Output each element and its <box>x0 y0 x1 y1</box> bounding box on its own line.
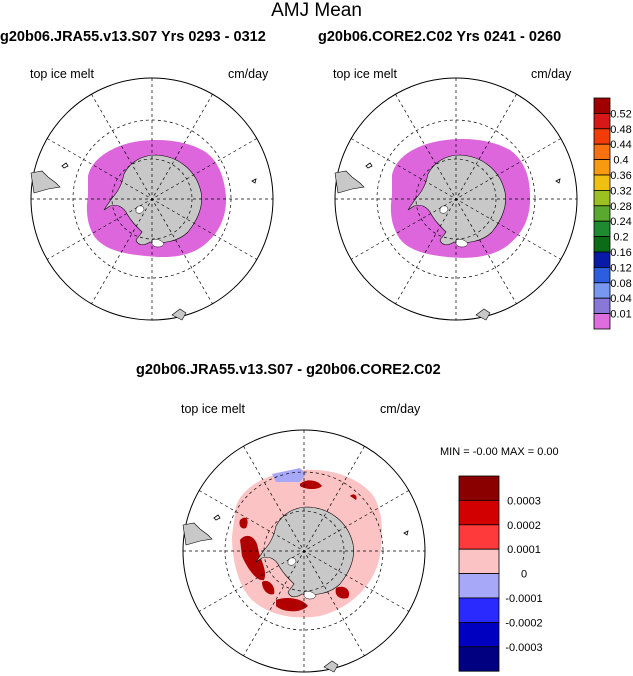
colorbar-top-label: 0.32 <box>610 185 631 197</box>
colorbar-top-swatch <box>593 143 611 160</box>
colorbar-top-swatch <box>593 236 611 253</box>
colorbar-diff-label: 0 <box>521 569 527 581</box>
colorbar-top-label: 0.28 <box>610 201 631 213</box>
colorbar-diff: 0.0003 0.0002 0.0001 0 -0.0001 -0.0002 -0.0003 <box>458 475 543 672</box>
left-units-label: cm/day <box>228 67 269 81</box>
colorbar-top-swatch <box>593 220 611 237</box>
colorbar-diff-label: -0.0001 <box>505 593 542 605</box>
colorbar-top-label: 0.16 <box>610 247 631 259</box>
colorbar-diff-label: 0.0003 <box>507 495 541 507</box>
left-panel-title: g20b06.JRA55.v13.S07 Yrs 0293 - 0312 <box>0 29 266 45</box>
colorbar-diff-swatch <box>458 475 500 501</box>
colorbar-top-label: 0.04 <box>610 293 631 305</box>
right-panel-title: g20b06.CORE2.C02 Yrs 0241 - 0260 <box>318 29 562 45</box>
colorbar-diff-swatch <box>458 622 500 648</box>
colorbar-diff-swatch <box>458 597 500 623</box>
colorbar-top-swatch <box>593 205 611 222</box>
colorbar-top-label: 0.01 <box>610 309 631 321</box>
colorbar-top-swatch <box>593 297 611 315</box>
colorbar-diff-swatch <box>458 499 500 526</box>
diff-min-max: MIN = -0.00 MAX = 0.00 <box>440 446 559 458</box>
colorbar-top-swatch <box>593 282 611 299</box>
colorbar-top-swatch <box>593 174 611 191</box>
colorbar-diff-label: 0.0002 <box>507 520 541 532</box>
colorbar-top-label: 0.24 <box>610 216 631 228</box>
colorbar-top-label: 0.48 <box>610 124 631 136</box>
colorbar-top-label: 0.44 <box>610 139 631 151</box>
colorbar-diff-label: 0.0001 <box>507 544 541 556</box>
colorbar-diff-swatch <box>458 548 500 575</box>
colorbar-top-swatch <box>593 251 611 268</box>
colorbar-top-swatch <box>593 189 611 207</box>
colorbar-top-label: 0.36 <box>610 170 631 182</box>
colorbar-diff-swatch <box>458 646 500 672</box>
colorbar-top-label: 0.12 <box>610 262 631 274</box>
main-title: AMJ Mean <box>271 0 362 21</box>
colorbar-top-swatch <box>593 97 611 114</box>
colorbar-top-swatch <box>593 128 611 145</box>
colorbar-top-label: 0.52 <box>610 108 631 120</box>
diff-field-label: top ice melt <box>181 402 245 416</box>
colorbar-top-swatch <box>593 266 611 284</box>
colorbar-top-label: 0.2 <box>613 232 628 244</box>
colorbar-top-label: 0.4 <box>613 155 628 167</box>
diff-map <box>182 429 426 673</box>
colorbar-diff-label: -0.0002 <box>505 617 542 629</box>
colorbar-top-swatch <box>593 313 611 330</box>
right-units-label: cm/day <box>531 67 572 81</box>
colorbar-diff-swatch <box>458 573 500 599</box>
colorbar-top-swatch <box>593 159 611 176</box>
diff-panel-title: g20b06.JRA55.v13.S07 - g20b06.CORE2.C02 <box>136 362 441 378</box>
diff-units-label: cm/day <box>380 402 421 416</box>
colorbar-top-swatch <box>593 113 611 130</box>
colorbar-top: 0.52 0.48 0.44 0.4 0.36 0.32 0.28 0.24 0.2 0.16 0.… <box>593 97 632 330</box>
diff-negative-patch <box>272 468 306 482</box>
colorbar-top-label: 0.08 <box>610 278 631 290</box>
right-map <box>334 77 578 321</box>
colorbar-diff-swatch <box>458 524 500 550</box>
right-field-label: top ice melt <box>333 67 397 81</box>
colorbar-diff-label: -0.0003 <box>505 642 542 654</box>
left-map <box>30 77 274 321</box>
left-field-label: top ice melt <box>30 67 94 81</box>
